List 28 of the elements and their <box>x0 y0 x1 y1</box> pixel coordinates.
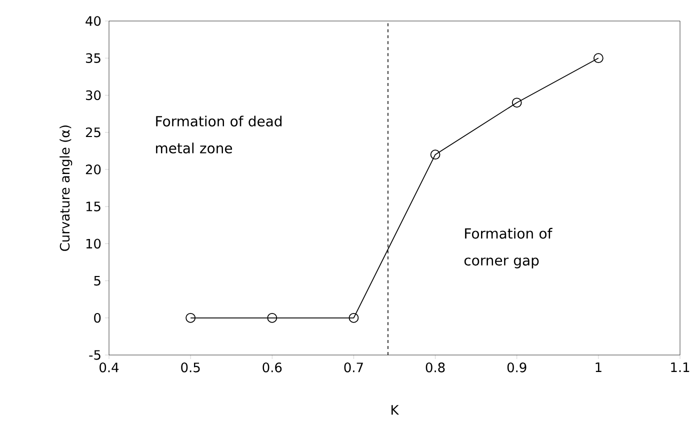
point <box>267 312 278 323</box>
x-tick-label: 1.1 <box>671 362 690 372</box>
point <box>512 98 522 108</box>
y-tick-label: -5 <box>89 350 100 360</box>
text: Formation of corner gap <box>464 228 552 268</box>
y-tick-label: 20 <box>86 164 101 174</box>
x-tick-label: 0.6 <box>262 362 282 372</box>
x-tick-label: 0.7 <box>344 362 363 372</box>
x-tick-label: 0.9 <box>507 362 526 372</box>
y-tick-label: 40 <box>86 16 101 26</box>
x-tick-label: 1 <box>596 362 602 372</box>
point <box>593 53 604 64</box>
x-tick-label: 0.8 <box>426 362 445 372</box>
x-axis-title: K <box>392 405 400 415</box>
y-tick-label: 10 <box>86 238 101 249</box>
point <box>430 150 440 160</box>
y-tick-label: 15 <box>86 202 100 212</box>
x-tick-label: 0.4 <box>100 362 119 372</box>
y-tick-label: 30 <box>86 90 101 100</box>
y-tick-label: 5 <box>94 276 100 286</box>
x-tick-label: 0.5 <box>181 362 200 372</box>
y-axis-title: Curvature angle (α) <box>60 125 72 251</box>
y-tick-label: 0 <box>94 312 101 323</box>
point <box>348 312 359 323</box>
point <box>186 312 196 323</box>
annotation: Formation of dead metal zone <box>156 116 282 154</box>
y-tick-label: 35 <box>86 53 100 64</box>
y-tick-label: 25 <box>86 127 100 138</box>
